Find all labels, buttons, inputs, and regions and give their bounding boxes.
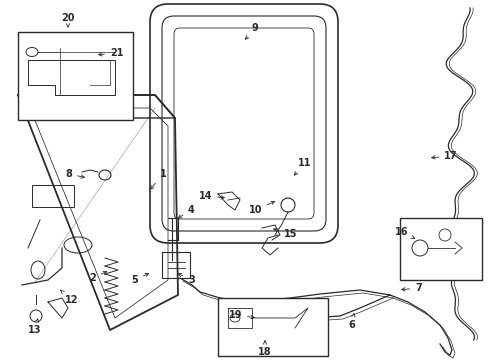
Text: 6: 6 xyxy=(347,314,354,330)
Bar xyxy=(399,218,481,280)
Text: 18: 18 xyxy=(258,341,271,357)
Text: 10: 10 xyxy=(248,201,274,215)
Bar xyxy=(18,32,133,120)
Text: 19: 19 xyxy=(228,310,254,320)
Text: 8: 8 xyxy=(65,169,84,179)
Text: 2: 2 xyxy=(89,271,106,283)
Text: 4: 4 xyxy=(178,205,194,218)
Text: 14: 14 xyxy=(198,191,224,201)
Text: 15: 15 xyxy=(273,228,297,239)
Text: 11: 11 xyxy=(294,158,311,175)
Text: 9: 9 xyxy=(245,23,258,39)
Text: 17: 17 xyxy=(431,151,457,161)
Text: 20: 20 xyxy=(61,13,75,27)
Text: 16: 16 xyxy=(394,227,414,238)
Text: 1: 1 xyxy=(150,169,166,189)
Text: 12: 12 xyxy=(61,290,79,305)
Text: 7: 7 xyxy=(401,283,421,293)
Bar xyxy=(32,185,74,207)
Text: 3: 3 xyxy=(178,274,194,285)
Text: 13: 13 xyxy=(28,319,41,335)
Bar xyxy=(218,298,327,356)
Text: 5: 5 xyxy=(131,274,148,285)
Text: 21: 21 xyxy=(99,48,123,58)
